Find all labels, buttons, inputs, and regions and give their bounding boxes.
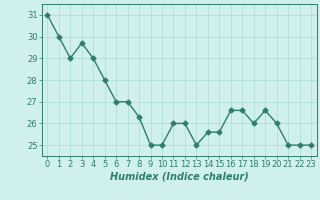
X-axis label: Humidex (Indice chaleur): Humidex (Indice chaleur) bbox=[110, 172, 249, 182]
